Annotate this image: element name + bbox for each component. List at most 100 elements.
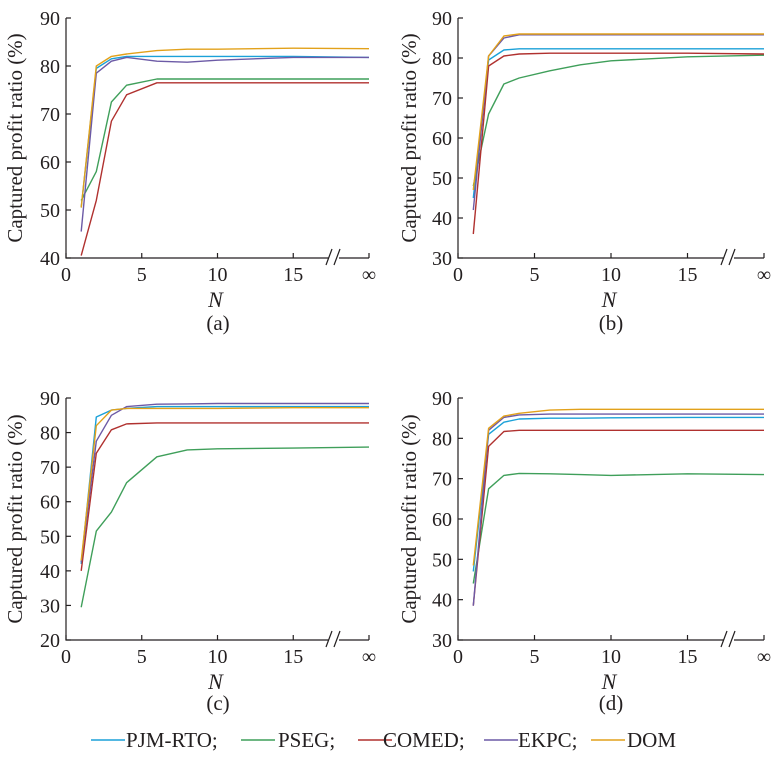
x-tick-label: 5 — [530, 646, 540, 668]
y-tick-label: 90 — [40, 388, 60, 410]
x-tick-label: 10 — [601, 646, 621, 668]
axis-break-mark — [325, 248, 333, 266]
series-line-ekpc — [472, 413, 764, 606]
x-tick-label: 5 — [137, 264, 147, 286]
x-tick-label: 15 — [678, 646, 698, 668]
series-line-comed — [80, 82, 369, 256]
legend-label-pjm-rto: PJM-RTO; — [126, 728, 218, 752]
series-line-comed — [472, 52, 765, 235]
x-tick-label: 5 — [137, 646, 147, 668]
y-tick-label: 50 — [40, 526, 60, 548]
y-tick-label: 80 — [40, 423, 60, 445]
x-tick-label: ∞ — [757, 264, 771, 286]
x-tick-label: 15 — [283, 646, 303, 668]
series-line-pseg — [80, 446, 370, 608]
axis-break-mark — [720, 248, 728, 266]
y-tick-label: 70 — [40, 104, 60, 126]
axis-break-mark — [728, 630, 736, 648]
x-tick-label: 15 — [283, 264, 303, 286]
x-axis-label: N — [601, 669, 618, 694]
series-line-pseg — [80, 78, 369, 201]
y-tick-label: 70 — [432, 88, 452, 110]
legend-label-dom: DOM — [627, 728, 676, 752]
x-tick-label: ∞ — [362, 264, 376, 286]
x-tick-label: 15 — [678, 264, 698, 286]
series-line-comed — [472, 429, 764, 606]
panel-c: 20 30 40 50 60 70 80 90 0 5 10 15 ∞ Captured profit r… — [3, 388, 376, 715]
legend: PJM-RTO; PSEG; COMED; EKPC; DOM — [91, 728, 676, 752]
panel-a: 40 50 60 70 80 90 0 5 10 15 ∞ Captured profit ratio… — [3, 8, 376, 335]
y-tick-label: 30 — [40, 595, 60, 617]
y-tick-label: 70 — [40, 457, 60, 479]
x-tick-label: 0 — [61, 646, 71, 668]
y-tick-label: 70 — [432, 469, 452, 491]
series-line-dom — [472, 33, 764, 191]
axis-break-mark — [333, 630, 341, 648]
x-tick-label: ∞ — [757, 646, 771, 668]
panel-b: 30 40 50 60 70 80 90 0 5 10 15 ∞ Captured profit rat… — [397, 8, 771, 335]
panel-caption: (b) — [599, 311, 624, 335]
legend-label-ekpc: EKPC; — [518, 728, 578, 752]
series-line-comed — [80, 422, 369, 571]
y-tick-label: 30 — [432, 248, 452, 270]
x-tick-label: 0 — [453, 646, 463, 668]
legend-label-comed: COMED; — [383, 728, 465, 752]
x-tick-label: 5 — [530, 264, 540, 286]
axis-break-gap — [724, 631, 734, 647]
series-line-pseg — [472, 472, 765, 584]
x-tick-label: 0 — [453, 264, 463, 286]
axis-break-mark — [325, 630, 333, 648]
y-tick-label: 90 — [432, 8, 452, 30]
x-tick-label: 10 — [601, 264, 621, 286]
panel-caption: (a) — [206, 311, 229, 335]
panel-caption: (d) — [599, 691, 624, 715]
axis-break-mark — [728, 248, 736, 266]
y-tick-label: 80 — [40, 56, 60, 78]
y-tick-label: 60 — [40, 152, 60, 174]
x-tick-label: 0 — [61, 264, 71, 286]
axis-break-mark — [720, 630, 728, 648]
axes — [457, 398, 764, 641]
axes — [65, 18, 369, 259]
axis-break-mark — [333, 248, 341, 266]
panel-caption: (c) — [206, 691, 229, 715]
y-tick-label: 40 — [432, 208, 452, 230]
y-tick-label: 40 — [40, 561, 60, 583]
legend-label-pseg: PSEG; — [278, 728, 335, 752]
panel-d: 30 40 50 60 70 80 90 0 5 10 15 ∞ Captured profit rat… — [397, 388, 771, 715]
y-axis-label: Captured profit ratio (%) — [3, 414, 27, 623]
x-axis-label: N — [207, 669, 224, 694]
y-axis-label: Captured profit ratio (%) — [3, 33, 27, 242]
y-tick-label: 30 — [432, 630, 452, 652]
axis-break-gap — [724, 249, 734, 265]
x-axis-label: N — [601, 287, 618, 312]
y-tick-label: 60 — [40, 492, 60, 514]
series-line-pjm-rto — [472, 48, 764, 199]
series-line-dom — [80, 407, 369, 561]
series-line-dom — [80, 47, 370, 208]
x-tick-label: 10 — [208, 264, 228, 286]
y-axis-label: Captured profit ratio (%) — [397, 33, 421, 242]
y-tick-label: 50 — [432, 549, 452, 571]
y-tick-label: 20 — [40, 630, 60, 652]
y-axis-label: Captured profit ratio (%) — [397, 414, 421, 623]
y-tick-label: 80 — [432, 48, 452, 70]
axis-break-gap — [329, 631, 339, 647]
series-line-ekpc — [80, 56, 369, 232]
x-tick-label: 10 — [208, 646, 228, 668]
series-line-pjm-rto — [80, 55, 370, 208]
y-tick-label: 90 — [432, 388, 452, 410]
y-tick-label: 60 — [432, 128, 452, 150]
x-tick-label: ∞ — [362, 646, 376, 668]
x-axis-label: N — [207, 287, 224, 312]
y-tick-label: 40 — [40, 248, 60, 270]
series-line-pseg — [472, 54, 765, 187]
axis-break-gap — [329, 249, 339, 265]
series-line-pjm-rto — [472, 416, 764, 572]
series-line-ekpc — [80, 402, 369, 563]
y-tick-label: 90 — [40, 8, 60, 30]
y-tick-label: 50 — [432, 168, 452, 190]
series-line-dom — [472, 408, 764, 566]
series-line-pjm-rto — [80, 405, 369, 564]
